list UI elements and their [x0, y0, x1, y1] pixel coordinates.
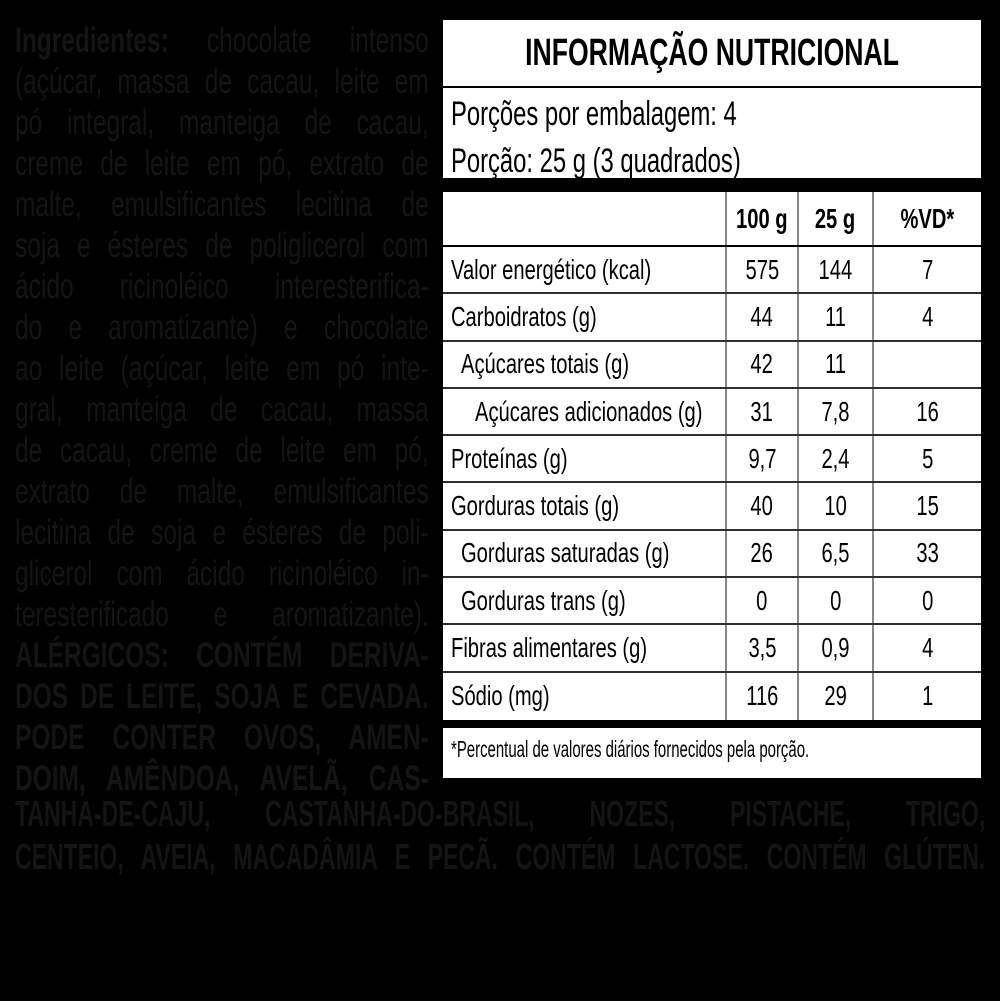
panel-title: INFORMAÇÃO NUTRICIONAL	[525, 31, 899, 74]
header-empty-cell	[443, 192, 725, 245]
allergen-bottom-text: TANHA-DE-CAJU, CASTANHA-DO-BRASIL, NOZES…	[15, 792, 985, 878]
allergen-line: PODE CONTER OVOS, AMEN-	[15, 718, 429, 757]
row-gorduras-saturadas: Gorduras saturadas (g) 26 6,5 33	[443, 530, 981, 579]
header-25g: 25 g	[797, 192, 872, 245]
footnote: *Percentual de valores diários fornecido…	[451, 735, 810, 762]
ingredients-line: ácido ricinoléico interesterifica-	[15, 267, 429, 306]
ingredients-line: glicerol com ácido ricinoléico in-	[15, 554, 429, 593]
ingredients-line: do e aromatizante) e chocolate	[15, 308, 429, 347]
allergen-line: DOS DE LEITE, SOJA E CEVADA.	[15, 677, 429, 716]
thick-divider-top	[443, 178, 981, 192]
row-proteinas: Proteínas (g) 9,7 2,4 5	[443, 436, 981, 484]
allergen-line: TANHA-DE-CAJU, CASTANHA-DO-BRASIL, NOZES…	[15, 793, 986, 834]
row-acucares-totais: Açúcares totais (g) 42 11	[443, 341, 981, 389]
ingredients-line: de cacau, creme de leite em pó,	[15, 431, 429, 470]
row-gorduras-totais: Gorduras totais (g) 40 10 15	[443, 483, 981, 531]
row-sodio: Sódio (mg) 116 29 1	[443, 672, 981, 720]
row-valor-energetico: Valor energético (kcal) 575 144 7	[443, 247, 981, 295]
ingredients-line: Ingredientes: chocolate intenso	[15, 20, 429, 61]
ingredients-line: (açúcar, massa de cacau, leite em	[15, 62, 429, 101]
servings-per-package: Porções por embalagem: 4	[451, 95, 737, 133]
ingredients-line-rest: chocolate intenso	[168, 21, 429, 60]
serving-size: Porção: 25 g (3 quadrados)	[451, 142, 741, 180]
row-carboidratos: Carboidratos (g) 44 11 4	[443, 294, 981, 342]
ingredients-line: extrato de malte, emulsificantes	[15, 472, 429, 511]
allergen-line: ALÉRGICOS: CONTÉM DERIVA-	[15, 636, 429, 675]
row-acucares-adicionados: Açúcares adicionados (g) 31 7,8 16	[443, 388, 981, 437]
ingredients-text: Ingredientes: chocolate intenso (açúcar,…	[15, 20, 429, 799]
thick-divider-bottom	[443, 719, 981, 728]
ingredients-line: pó integral, manteiga de cacau,	[15, 103, 429, 142]
ingredients-line: malte, emulsificantes lecitina de	[15, 185, 429, 224]
row-gorduras-trans: Gorduras trans (g) 0 0 0	[443, 578, 981, 626]
ingredients-line: teresterificado e aromatizante).	[15, 595, 429, 634]
panel-title-box: INFORMAÇÃO NUTRICIONAL	[443, 20, 981, 88]
ingredients-line: soja e ésteres de poliglicerol com	[15, 226, 429, 265]
ingredients-label: Ingredientes:	[15, 21, 169, 60]
table-header-row: 100 g 25 g %VD*	[443, 192, 981, 247]
header-vd: %VD*	[872, 192, 981, 245]
serving-info: Porções por embalagem: 4 Porção: 25 g (3…	[443, 88, 981, 180]
allergen-line: CENTEIO, AVEIA, MACADÂMIA E PECÃ. CONTÉM…	[15, 836, 986, 877]
allergen-line: DOIM, AMÊNDOA, AVELÃ, CAS-	[15, 759, 429, 798]
header-100g: 100 g	[725, 192, 797, 245]
ingredients-line: gral, manteiga de cacau, massa	[15, 390, 429, 429]
ingredients-line: lecitina de soja e ésteres de poli-	[15, 513, 429, 552]
ingredients-line: creme de leite em pó, extrato de	[15, 144, 429, 183]
ingredients-line: ao leite (açúcar, leite em pó inte-	[15, 349, 429, 388]
nutrition-panel: INFORMAÇÃO NUTRICIONAL Porções por embal…	[443, 20, 981, 778]
row-fibras-alimentares: Fibras alimentares (g) 3,5 0,9 4	[443, 625, 981, 673]
